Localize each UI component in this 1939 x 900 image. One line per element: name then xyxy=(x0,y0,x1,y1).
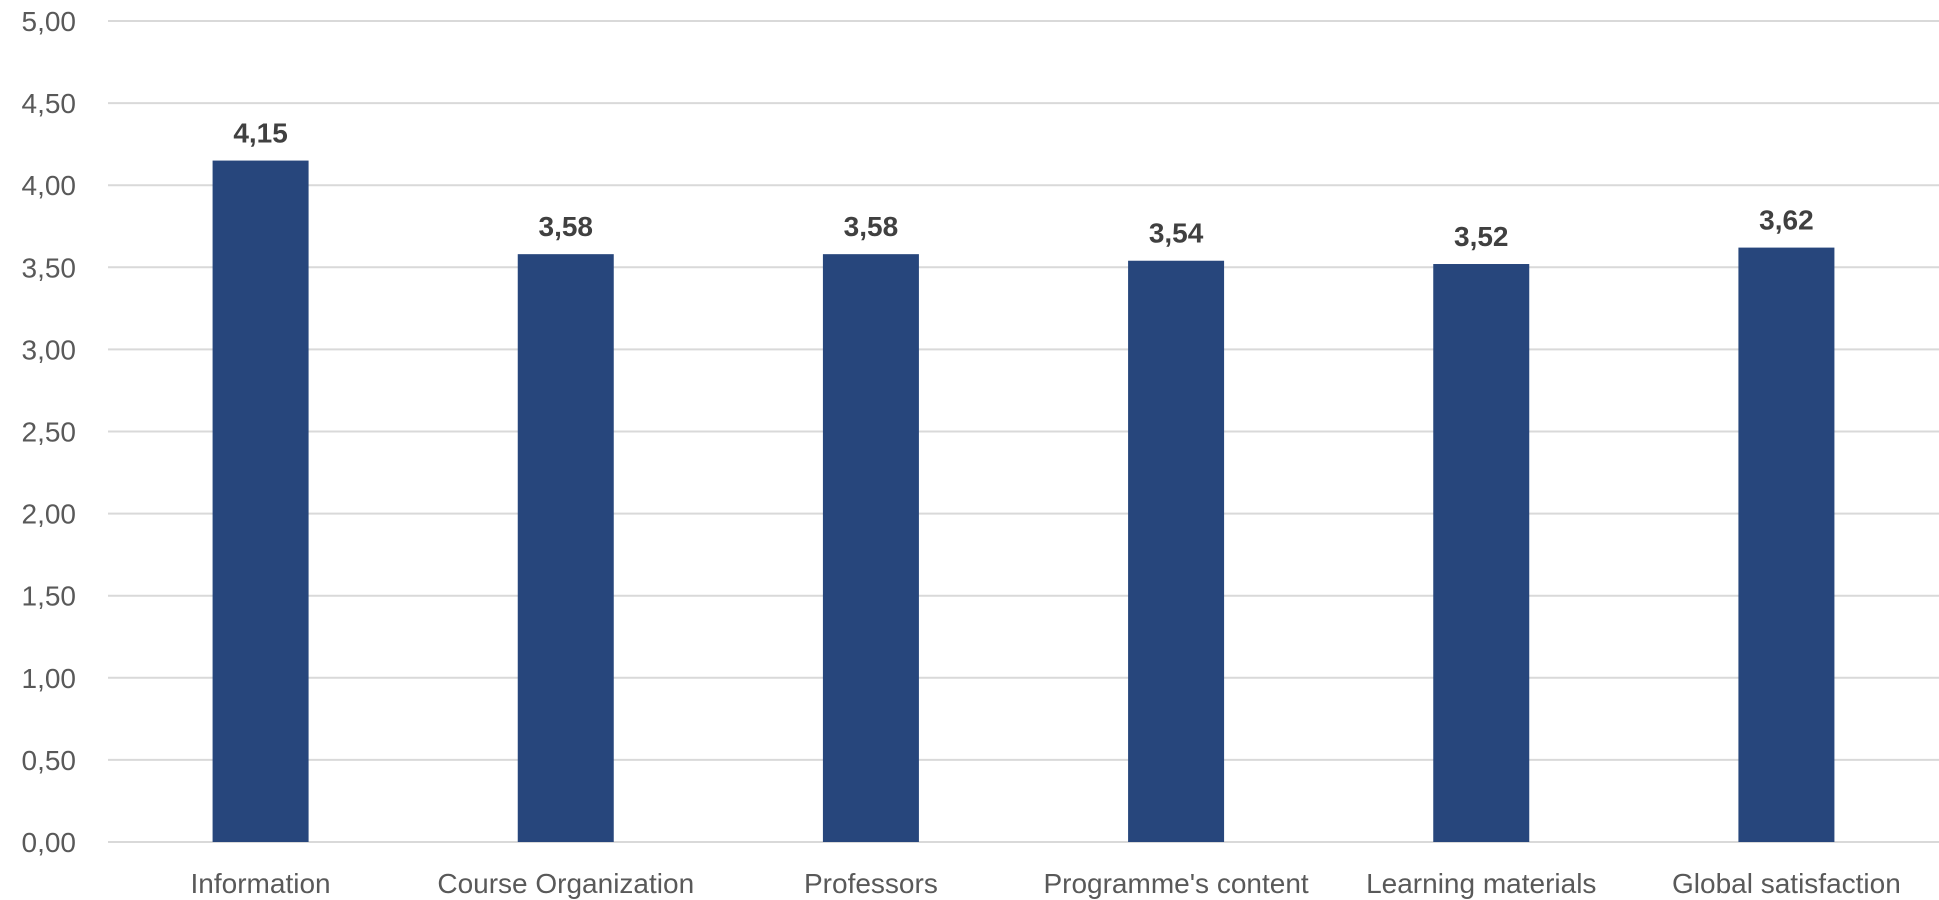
y-tick-label: 1,50 xyxy=(22,581,77,612)
y-tick-label: 2,50 xyxy=(22,417,77,448)
y-tick-label: 0,50 xyxy=(22,745,77,776)
data-label: 3,52 xyxy=(1454,221,1509,252)
bar xyxy=(1128,260,1225,842)
category-label: Professors xyxy=(804,868,938,899)
category-label: Learning materials xyxy=(1366,868,1596,899)
gridlines xyxy=(108,20,1939,843)
y-tick-label: 0,00 xyxy=(22,827,77,858)
data-label: 4,15 xyxy=(233,118,288,149)
y-tick-label: 4,00 xyxy=(22,170,77,201)
data-label: 3,58 xyxy=(539,211,594,242)
data-label: 3,58 xyxy=(844,211,899,242)
y-tick-label: 2,00 xyxy=(22,499,77,530)
y-tick-label: 1,00 xyxy=(22,663,77,694)
y-tick-label: 3,00 xyxy=(22,334,77,365)
category-label: Course Organization xyxy=(437,868,694,899)
category-label: Information xyxy=(191,868,331,899)
bar xyxy=(1433,264,1530,842)
bar xyxy=(517,254,614,842)
bar xyxy=(212,160,309,842)
x-axis-categories: Information Course Organization Professors… xyxy=(191,868,1901,899)
y-tick-label: 5,00 xyxy=(22,6,77,37)
y-axis-ticks: 0,00 0,50 1,00 1,50 2,00 2,50 3,00 3,50 4,00 4,50… xyxy=(22,6,77,858)
data-labels: 4,15 3,58 3,58 3,54 3,52 3,62 xyxy=(233,118,1813,252)
bars xyxy=(212,160,1835,842)
bar xyxy=(1738,247,1835,842)
category-label: Programme's content xyxy=(1043,868,1308,899)
data-label: 3,54 xyxy=(1149,218,1204,249)
y-tick-label: 3,50 xyxy=(22,252,77,283)
bar xyxy=(822,254,919,842)
data-label: 3,62 xyxy=(1759,205,1814,236)
category-label: Global satisfaction xyxy=(1672,868,1901,899)
y-tick-label: 4,50 xyxy=(22,88,77,119)
